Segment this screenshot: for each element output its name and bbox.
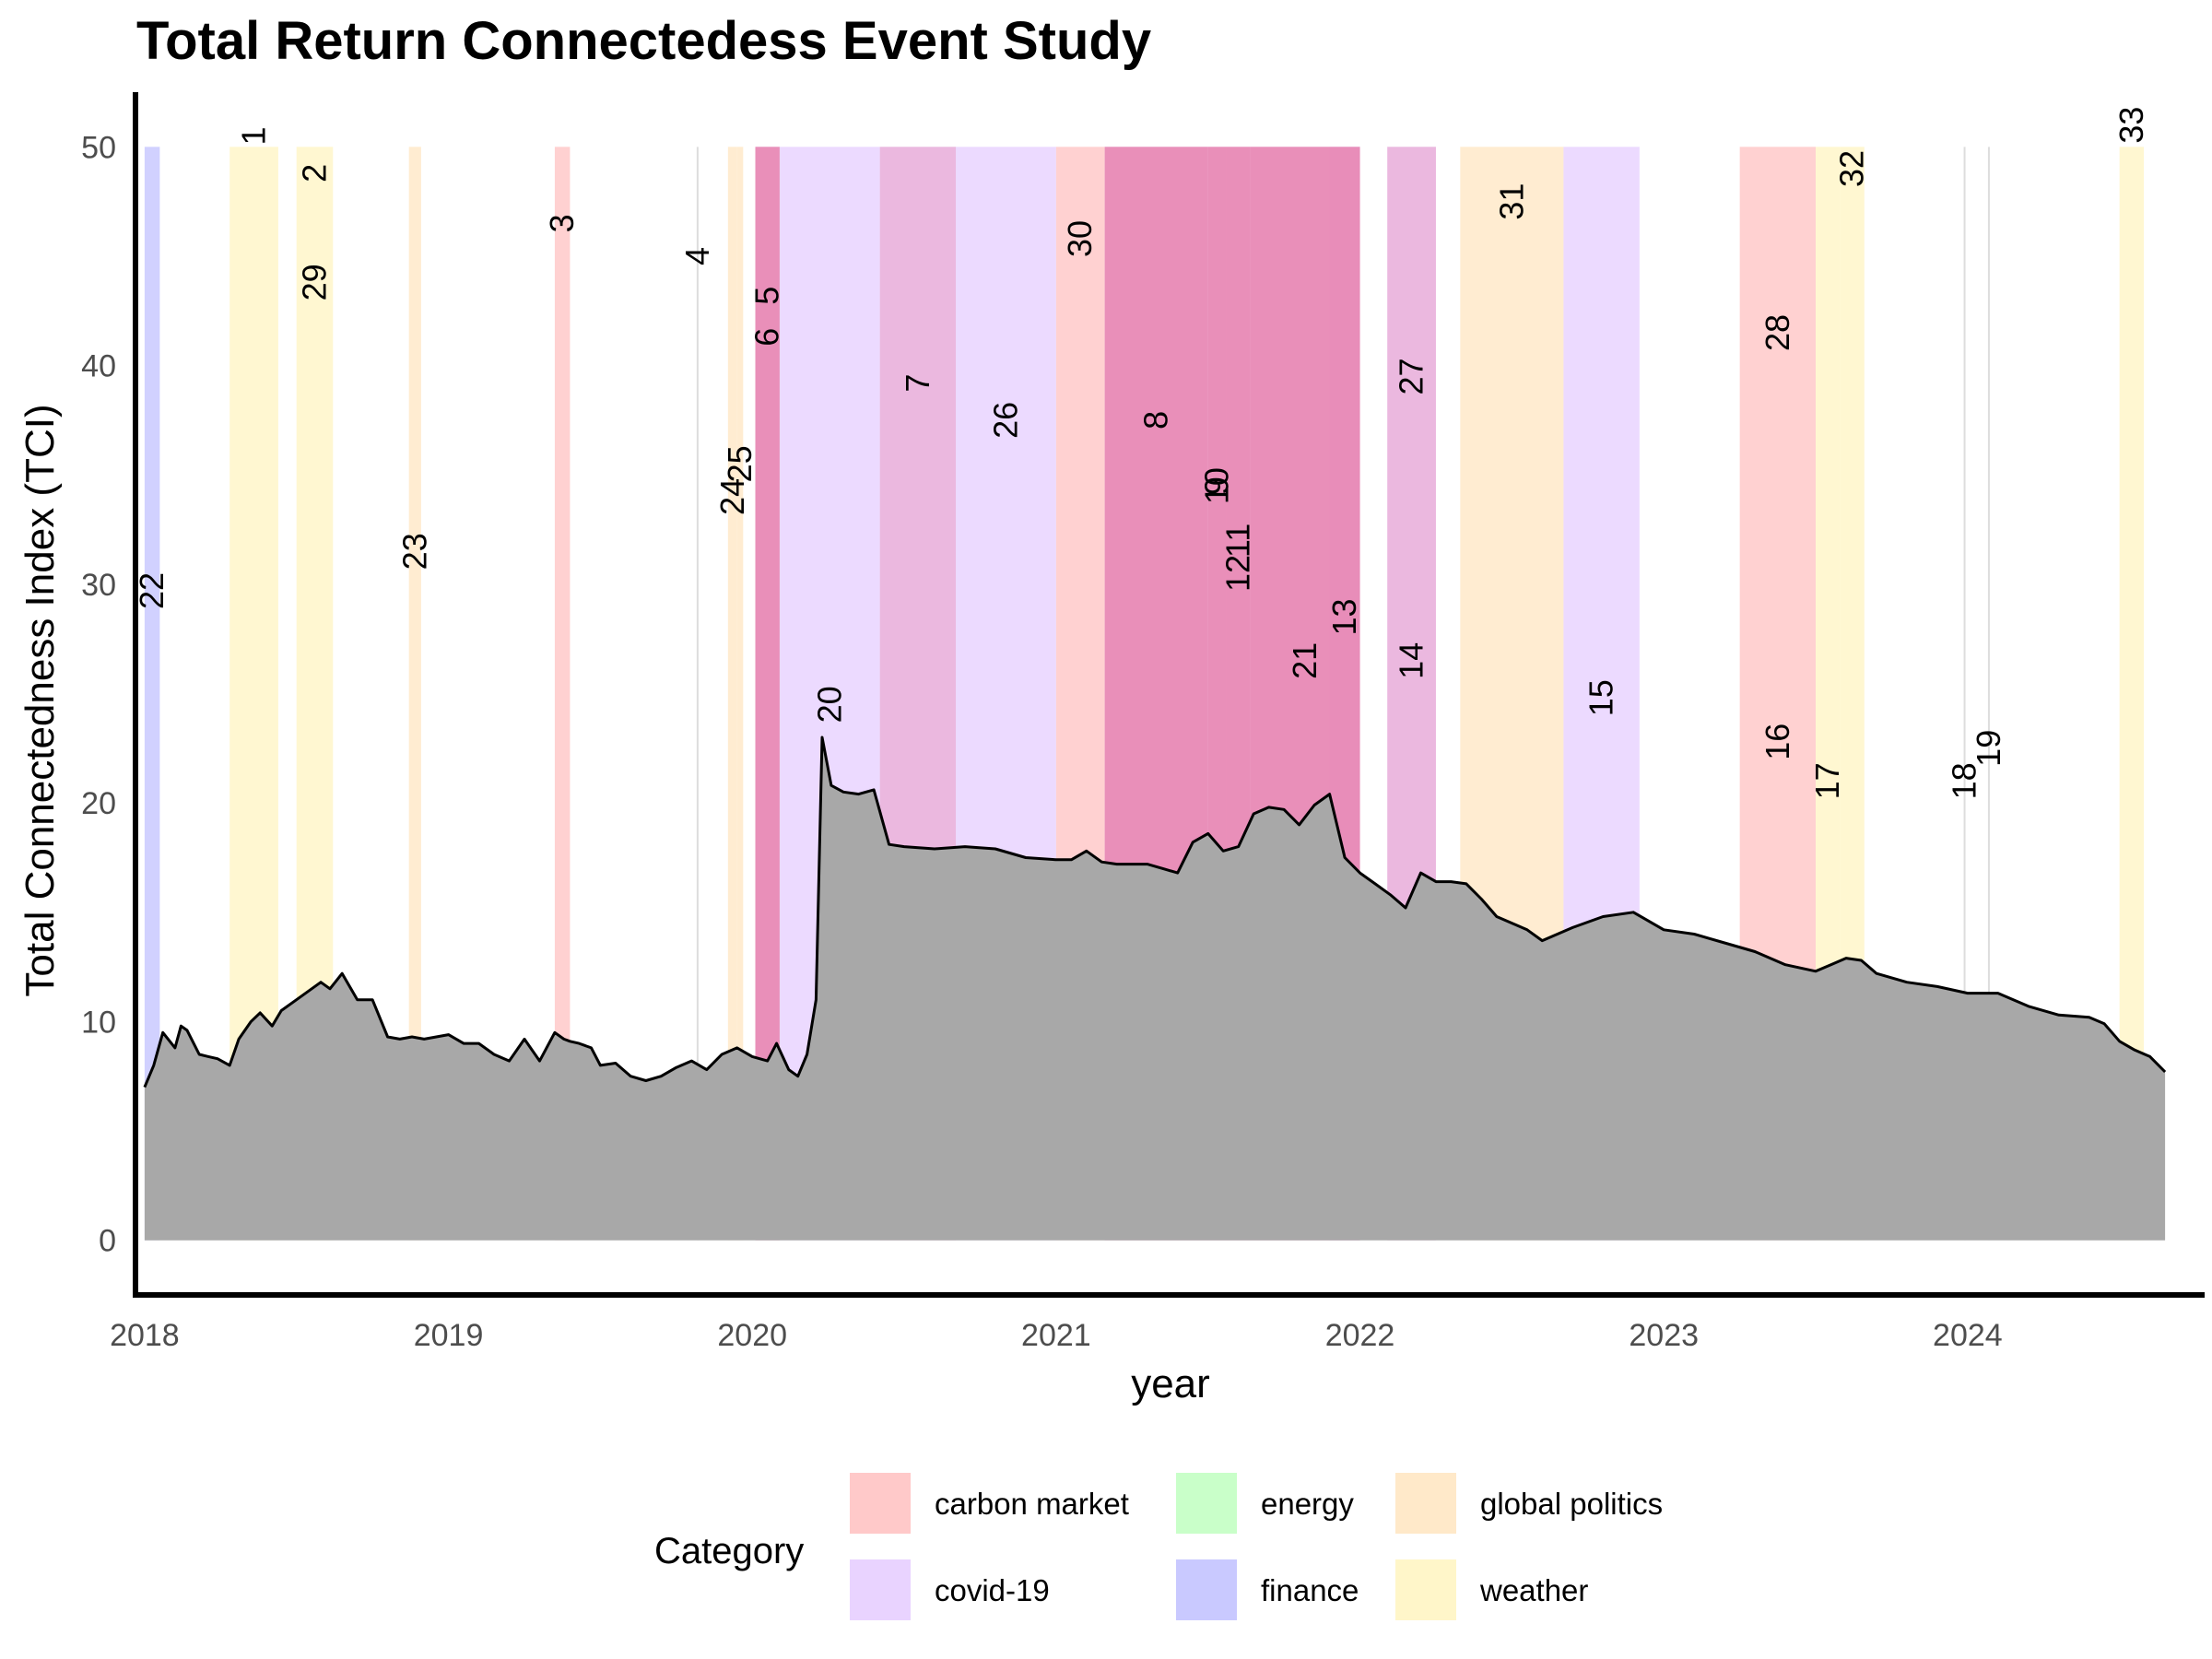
y-tick-label: 30 [81, 568, 116, 603]
legend-item-global-politics: global politics [1395, 1473, 1663, 1534]
event-label-3: 3 [543, 214, 581, 232]
x-tick-label: 2018 [110, 1318, 180, 1353]
tci-area [144, 737, 2166, 1241]
event-label-19: 19 [1970, 730, 2007, 767]
event-label-8: 8 [1137, 411, 1175, 429]
legend-item-weather: weather [1395, 1559, 1588, 1620]
legend-label: covid-19 [935, 1573, 1050, 1607]
legend-swatch [850, 1473, 911, 1534]
x-axis-title: year [1131, 1361, 1210, 1406]
event-label-31: 31 [1492, 183, 1530, 220]
event-label-30: 30 [1061, 220, 1099, 257]
x-tick-label: 2024 [1933, 1318, 2003, 1353]
legend-swatch [1176, 1473, 1237, 1534]
event-label-15: 15 [1583, 679, 1620, 716]
legend-label: finance [1261, 1573, 1359, 1607]
chart-title: Total Return Connectedess Event Study [136, 11, 1151, 71]
event-label-27: 27 [1393, 358, 1430, 394]
event-labels: 2212292334242556207263089101112211314273… [133, 107, 2150, 800]
y-tick-label: 50 [81, 130, 116, 165]
event-label-24: 24 [713, 478, 751, 515]
legend-label: weather [1479, 1573, 1588, 1607]
y-ticks: 0 10 20 30 40 50 [81, 130, 116, 1258]
legend-swatch [850, 1559, 911, 1620]
legend-item-carbon-market: carbon market [850, 1473, 1129, 1534]
event-label-9: 9 [1198, 477, 1236, 495]
event-label-17: 17 [1808, 762, 1846, 799]
legend: Category carbon market energy global polit… [654, 1473, 1663, 1620]
event-label-21: 21 [1286, 642, 1324, 679]
event-label-14: 14 [1393, 642, 1430, 679]
area-layer [143, 735, 2167, 1241]
legend-title: Category [654, 1531, 804, 1571]
legend-swatch [1395, 1473, 1456, 1534]
event-band-25 [736, 147, 744, 1241]
event-label-25: 25 [721, 445, 759, 482]
event-label-2: 2 [296, 164, 334, 182]
x-ticks: 2018 2019 2020 2021 2022 2023 2024 [110, 1318, 2003, 1353]
x-tick-label: 2019 [414, 1318, 484, 1353]
x-tick-label: 2020 [717, 1318, 787, 1353]
legend-swatch [1176, 1559, 1237, 1620]
event-label-7: 7 [899, 374, 936, 393]
event-label-22: 22 [133, 572, 171, 609]
legend-label: energy [1261, 1487, 1354, 1521]
legend-label: carbon market [935, 1487, 1129, 1521]
y-tick-label: 40 [81, 349, 116, 384]
event-label-12: 12 [1219, 555, 1257, 592]
event-label-32: 32 [1833, 150, 1871, 187]
event-label-33: 33 [2112, 107, 2150, 144]
event-label-20: 20 [810, 686, 848, 723]
legend-swatch [1395, 1559, 1456, 1620]
event-label-28: 28 [1759, 314, 1796, 351]
event-label-29: 29 [296, 264, 334, 300]
legend-items: carbon market energy global politics covid-… [850, 1473, 1663, 1620]
y-tick-label: 20 [81, 786, 116, 821]
event-label-16: 16 [1759, 724, 1796, 760]
tci-line [143, 735, 2167, 1088]
x-tick-label: 2021 [1021, 1318, 1091, 1353]
event-label-10: 10 [1198, 467, 1236, 504]
event-band-22 [144, 147, 160, 1241]
event-label-13: 13 [1325, 598, 1363, 635]
legend-item-covid-19: covid-19 [850, 1559, 1050, 1620]
legend-item-finance: finance [1176, 1559, 1359, 1620]
event-band-3 [554, 147, 571, 1241]
axes [133, 92, 2205, 1298]
event-label-18: 18 [1946, 762, 1983, 799]
event-label-23: 23 [395, 533, 433, 570]
x-tick-label: 2023 [1629, 1318, 1699, 1353]
y-tick-label: 0 [99, 1224, 116, 1259]
event-band-23 [408, 147, 421, 1241]
event-label-11: 11 [1219, 524, 1257, 558]
event-label-6: 6 [748, 328, 786, 347]
event-label-26: 26 [987, 402, 1025, 439]
legend-label: global politics [1480, 1487, 1663, 1521]
event-band-24 [727, 147, 737, 1241]
event-label-1: 1 [235, 126, 273, 145]
event-label-5: 5 [748, 287, 786, 305]
x-tick-label: 2022 [1325, 1318, 1395, 1353]
y-tick-label: 10 [81, 1005, 116, 1040]
y-axis-title: Total Connectedness Index (TCI) [18, 404, 63, 996]
legend-item-energy: energy [1176, 1473, 1354, 1534]
event-label-4: 4 [678, 247, 716, 265]
